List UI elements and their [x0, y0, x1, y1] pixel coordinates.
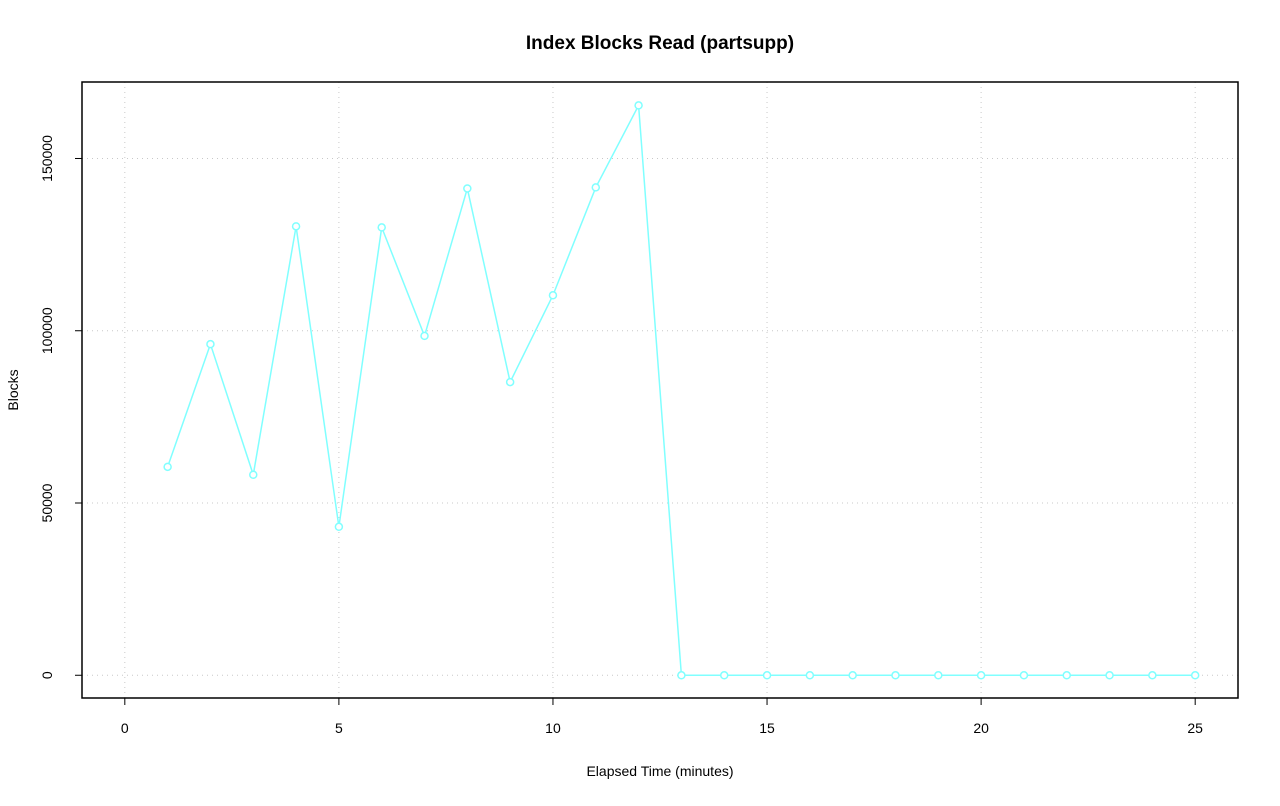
- data-point: [548, 291, 558, 300]
- plot-frame: [81, 81, 1239, 699]
- x-tick-label: 20: [973, 720, 989, 736]
- data-point: [249, 470, 258, 480]
- y-tick-label: 150000: [39, 135, 55, 182]
- data-point: [334, 522, 344, 532]
- data-point: [1190, 671, 1200, 680]
- data-point: [848, 671, 857, 680]
- data-point: [420, 331, 429, 341]
- data-point: [677, 671, 686, 680]
- x-tick-label: 15: [759, 720, 775, 736]
- data-point: [163, 462, 172, 472]
- chart-title: Index Blocks Read (partsupp): [526, 33, 794, 54]
- y-tick-label: 100000: [39, 307, 55, 354]
- data-point: [463, 184, 472, 193]
- y-tick-label: 50000: [39, 483, 55, 522]
- x-axis-label: Elapsed Time (minutes): [586, 763, 733, 779]
- data-point: [591, 183, 601, 192]
- data-point: [1062, 671, 1071, 680]
- data-line: [166, 102, 1196, 677]
- x-tick-label: 25: [1187, 720, 1203, 736]
- data-point: [1105, 671, 1114, 680]
- x-tick-label: 10: [545, 720, 561, 736]
- data-point: [206, 339, 215, 349]
- data-point: [719, 671, 729, 680]
- data-point: [934, 671, 943, 680]
- y-tick-label: 0: [39, 671, 55, 679]
- data-point: [377, 223, 386, 232]
- x-tick-label: 0: [121, 720, 129, 736]
- y-axis-label: Blocks: [5, 369, 21, 410]
- data-point: [634, 101, 643, 110]
- data-point: [1148, 671, 1157, 680]
- x-tick-label: 5: [335, 720, 343, 736]
- data-point: [1019, 671, 1029, 680]
- data-point: [762, 671, 772, 680]
- data-point: [891, 671, 900, 680]
- data-point: [291, 222, 301, 231]
- data-point: [976, 671, 986, 680]
- data-point: [805, 671, 815, 680]
- data-point: [505, 377, 515, 387]
